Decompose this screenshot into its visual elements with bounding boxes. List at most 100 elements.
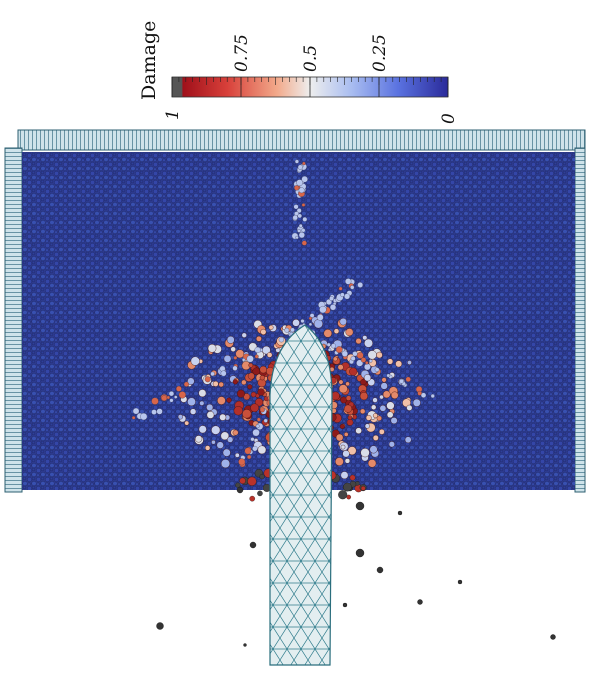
particle bbox=[345, 382, 349, 386]
particle bbox=[338, 364, 344, 370]
crack-particle bbox=[297, 229, 300, 232]
particle bbox=[349, 368, 357, 376]
particle bbox=[233, 379, 238, 384]
particle bbox=[292, 319, 299, 326]
debris-particle bbox=[356, 549, 364, 557]
crack-particle bbox=[358, 282, 363, 287]
debris-particle bbox=[361, 486, 365, 490]
debris-particle bbox=[377, 567, 383, 573]
particle bbox=[334, 329, 339, 334]
crack-particle bbox=[247, 355, 254, 362]
crack-particle bbox=[309, 317, 312, 320]
crack-particle bbox=[151, 409, 156, 414]
particle bbox=[199, 425, 207, 433]
particle bbox=[221, 459, 230, 468]
debris-particle bbox=[343, 603, 347, 607]
particle bbox=[260, 366, 267, 373]
particle bbox=[219, 414, 226, 421]
particle bbox=[382, 378, 387, 383]
particle bbox=[391, 417, 398, 424]
crack-particle bbox=[296, 236, 299, 239]
particle bbox=[346, 328, 353, 335]
particle bbox=[407, 405, 413, 411]
crack-particle bbox=[140, 413, 147, 420]
particle bbox=[389, 441, 395, 447]
particle bbox=[227, 437, 233, 443]
particle bbox=[249, 363, 253, 367]
particle bbox=[247, 384, 252, 389]
particle bbox=[211, 426, 220, 435]
debris-particle bbox=[551, 635, 556, 640]
crack-particle bbox=[233, 366, 238, 371]
crack-particle bbox=[351, 356, 356, 361]
debris-particle bbox=[248, 477, 257, 486]
particle bbox=[356, 428, 362, 434]
debris bbox=[157, 469, 556, 647]
particle bbox=[368, 459, 376, 467]
debris-particle bbox=[244, 644, 247, 647]
particle bbox=[234, 406, 243, 415]
crack-particle bbox=[331, 344, 336, 349]
particle bbox=[379, 395, 383, 399]
crack-particle bbox=[295, 160, 299, 164]
scene: 10.750.50.250 Damage bbox=[0, 0, 590, 671]
particle bbox=[339, 380, 343, 384]
particle bbox=[190, 409, 196, 415]
crack-particle bbox=[302, 241, 307, 246]
tick-label: 0.5 bbox=[301, 45, 321, 72]
left-wall bbox=[5, 148, 22, 492]
debris-particle bbox=[398, 511, 402, 515]
debris-particle bbox=[343, 483, 351, 491]
particle bbox=[395, 361, 401, 367]
particle bbox=[236, 350, 244, 358]
crack-particle bbox=[369, 359, 372, 362]
particle bbox=[339, 385, 347, 393]
particle bbox=[195, 435, 202, 442]
crack-particle bbox=[309, 323, 312, 326]
particle bbox=[413, 399, 421, 407]
particle bbox=[387, 402, 395, 410]
particle bbox=[343, 450, 350, 457]
particle bbox=[224, 355, 231, 362]
crack-particle bbox=[302, 228, 306, 232]
debris-particle bbox=[356, 502, 364, 510]
debris-particle bbox=[257, 491, 262, 496]
particle bbox=[391, 392, 398, 399]
crack-particle bbox=[169, 391, 174, 396]
particle bbox=[256, 336, 261, 341]
crack-particle bbox=[296, 179, 302, 185]
particle bbox=[261, 329, 267, 335]
particle bbox=[364, 339, 372, 347]
particle bbox=[258, 446, 266, 454]
particle bbox=[360, 392, 368, 400]
particle bbox=[333, 357, 337, 361]
particle bbox=[237, 390, 245, 398]
crack-particle bbox=[375, 367, 379, 371]
debris-particle bbox=[260, 474, 265, 479]
tick-label: 1 bbox=[163, 109, 183, 120]
crack-particle bbox=[387, 374, 390, 377]
particle bbox=[340, 397, 346, 403]
crack-particle bbox=[152, 398, 159, 405]
crack-particle bbox=[162, 395, 167, 400]
crack-particle bbox=[365, 361, 368, 364]
particle bbox=[223, 449, 231, 457]
crack-particle bbox=[290, 328, 294, 332]
particle bbox=[200, 401, 205, 406]
crack-particle bbox=[264, 419, 268, 423]
crack-particle bbox=[345, 278, 351, 284]
particle bbox=[379, 429, 384, 434]
particle bbox=[260, 375, 265, 380]
crack-particle bbox=[298, 165, 303, 170]
particle bbox=[371, 405, 376, 410]
particle bbox=[373, 413, 378, 418]
particle bbox=[340, 318, 347, 325]
crack-particle bbox=[336, 346, 342, 352]
particle bbox=[251, 404, 259, 412]
particle bbox=[373, 398, 378, 403]
crack-particle bbox=[170, 398, 174, 402]
particle bbox=[178, 414, 183, 419]
crack-particle bbox=[133, 408, 139, 414]
crack-particle bbox=[257, 418, 261, 422]
crack-particle bbox=[317, 314, 323, 320]
